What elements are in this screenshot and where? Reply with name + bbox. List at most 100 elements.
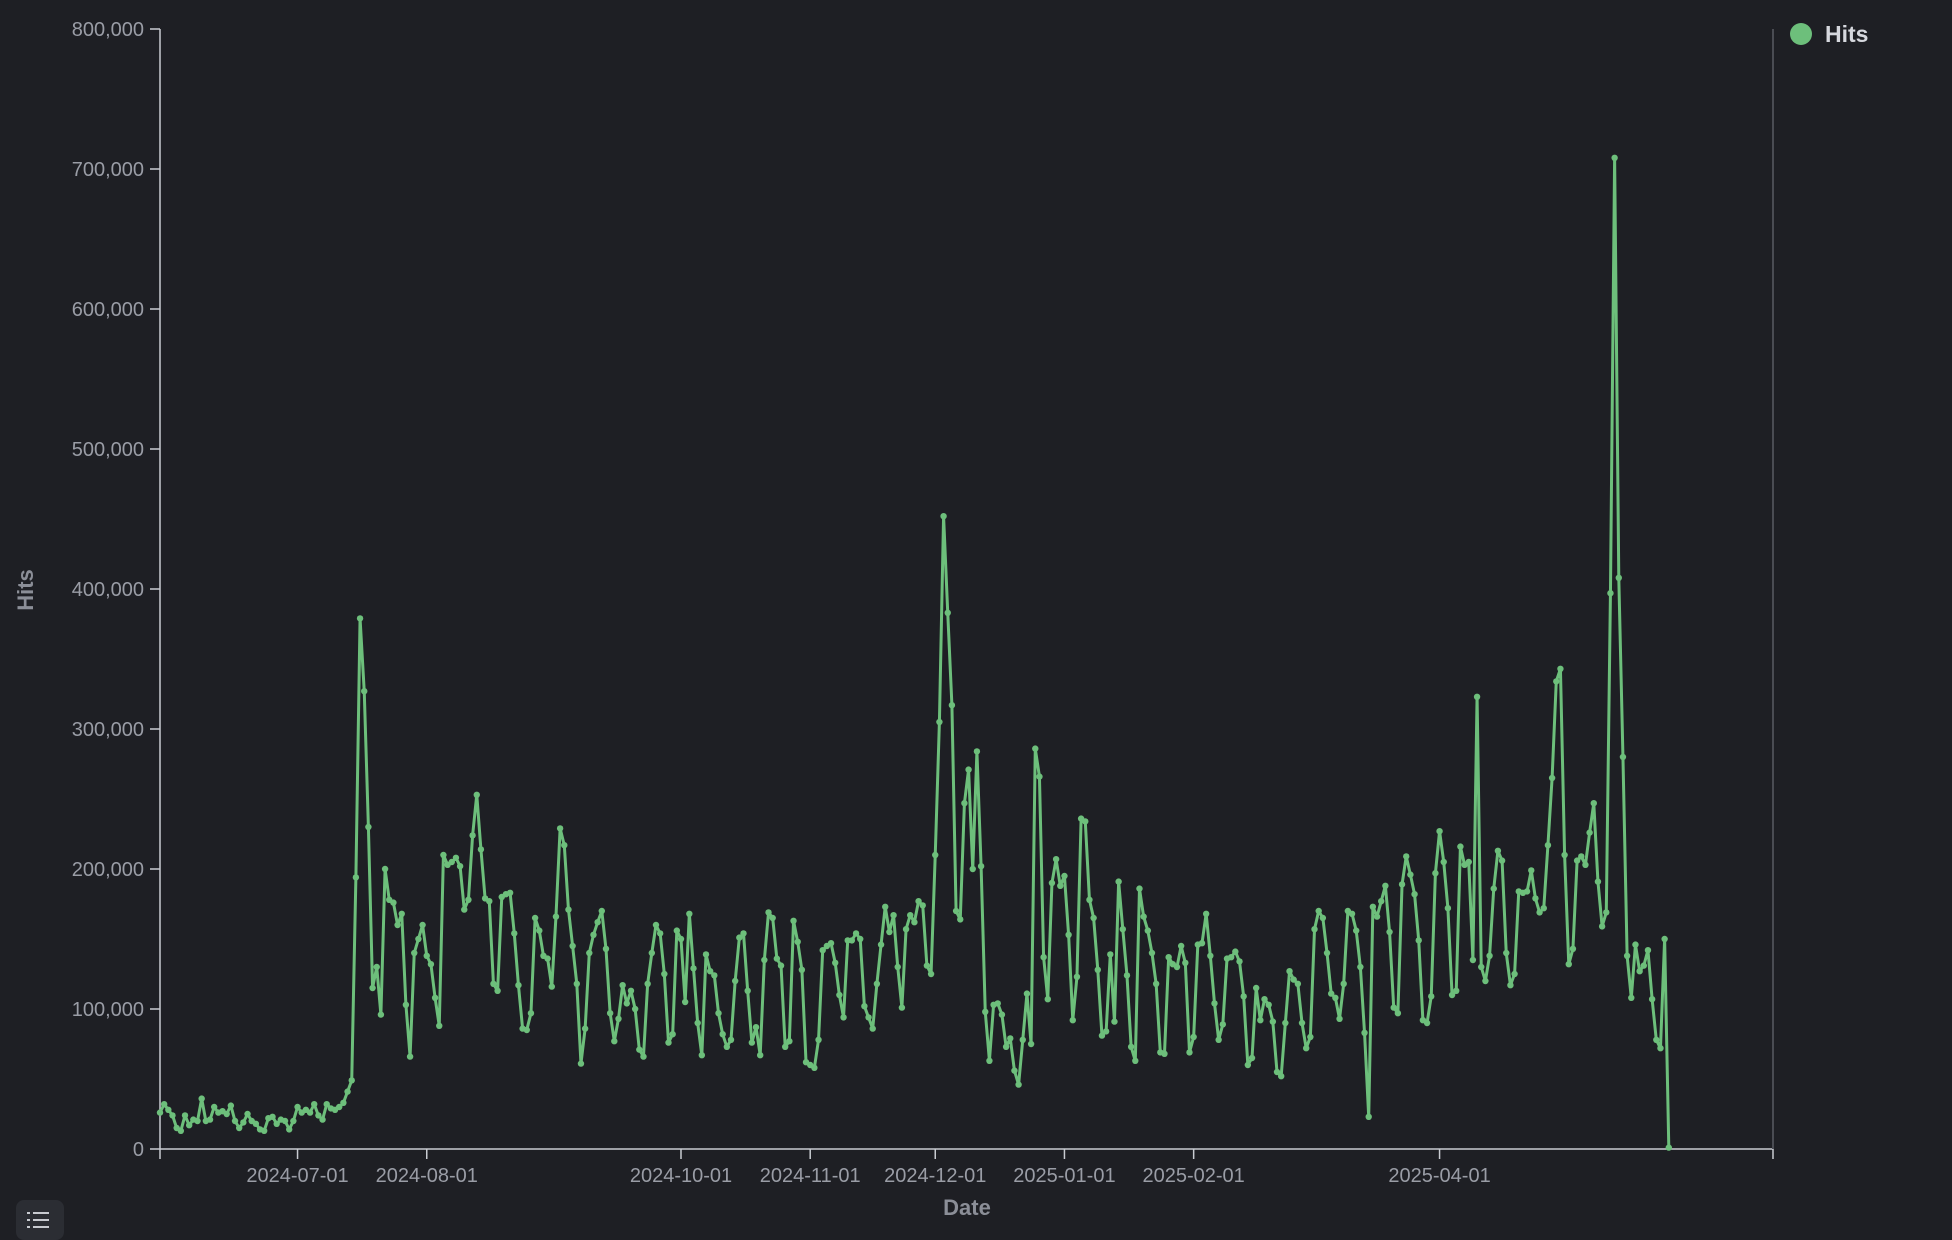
data-point[interactable]: [536, 927, 543, 934]
data-point[interactable]: [1265, 1001, 1272, 1008]
data-point[interactable]: [661, 970, 668, 978]
data-point[interactable]: [1494, 847, 1502, 854]
data-point[interactable]: [765, 909, 772, 916]
data-point[interactable]: [1398, 881, 1406, 888]
data-point[interactable]: [836, 991, 843, 999]
data-point[interactable]: [1423, 1019, 1431, 1027]
data-point[interactable]: [1177, 942, 1185, 950]
data-point[interactable]: [1236, 958, 1243, 965]
data-point[interactable]: [752, 1023, 760, 1031]
data-point[interactable]: [777, 962, 785, 969]
data-point[interactable]: [465, 896, 472, 903]
data-point[interactable]: [181, 1112, 189, 1119]
data-point[interactable]: [1415, 937, 1422, 944]
data-point[interactable]: [561, 842, 568, 849]
data-point[interactable]: [1619, 753, 1627, 761]
data-point[interactable]: [1148, 949, 1156, 957]
data-point[interactable]: [690, 965, 697, 972]
data-point[interactable]: [273, 1120, 280, 1128]
data-point[interactable]: [1269, 1018, 1277, 1025]
data-point[interactable]: [1094, 966, 1101, 973]
data-point[interactable]: [1007, 1035, 1014, 1042]
data-point[interactable]: [1594, 878, 1602, 885]
data-point[interactable]: [1582, 861, 1589, 868]
data-point[interactable]: [611, 1038, 618, 1045]
data-point[interactable]: [1119, 926, 1127, 933]
data-point[interactable]: [1565, 961, 1572, 968]
data-point[interactable]: [573, 980, 580, 987]
data-point[interactable]: [723, 1043, 731, 1051]
data-point[interactable]: [1082, 818, 1089, 825]
data-point[interactable]: [1252, 984, 1260, 992]
data-point[interactable]: [686, 910, 693, 917]
data-point[interactable]: [936, 718, 943, 726]
data-point[interactable]: [1536, 909, 1543, 916]
data-point[interactable]: [977, 863, 985, 870]
data-point[interactable]: [1277, 1073, 1285, 1080]
data-point[interactable]: [344, 1088, 351, 1095]
data-point[interactable]: [506, 889, 514, 896]
data-point[interactable]: [356, 615, 364, 622]
data-point[interactable]: [581, 1025, 589, 1032]
data-point[interactable]: [552, 913, 560, 920]
data-point[interactable]: [594, 919, 601, 926]
data-point[interactable]: [952, 907, 960, 915]
data-point[interactable]: [1507, 982, 1514, 989]
data-point[interactable]: [1294, 980, 1302, 987]
data-point[interactable]: [290, 1117, 297, 1125]
data-point[interactable]: [869, 1025, 876, 1032]
data-point[interactable]: [531, 914, 539, 922]
data-point[interactable]: [1182, 959, 1189, 966]
data-point[interactable]: [1578, 853, 1585, 860]
data-point[interactable]: [1290, 976, 1297, 983]
data-point[interactable]: [427, 961, 435, 968]
data-point[interactable]: [1390, 1004, 1397, 1011]
data-point[interactable]: [569, 942, 576, 950]
data-point[interactable]: [894, 963, 901, 971]
data-point[interactable]: [648, 949, 656, 957]
data-point[interactable]: [1365, 1113, 1372, 1121]
data-point[interactable]: [1048, 879, 1056, 887]
data-point[interactable]: [369, 984, 376, 992]
data-point[interactable]: [1244, 1061, 1252, 1069]
data-point[interactable]: [490, 980, 497, 987]
data-point[interactable]: [415, 935, 422, 943]
data-point[interactable]: [156, 1109, 164, 1116]
data-point[interactable]: [1348, 910, 1356, 917]
data-point[interactable]: [590, 931, 597, 938]
data-point[interactable]: [1052, 856, 1060, 863]
data-point[interactable]: [877, 941, 885, 948]
data-point[interactable]: [798, 966, 806, 973]
data-point[interactable]: [832, 959, 839, 966]
data-point[interactable]: [886, 928, 893, 936]
data-point[interactable]: [1136, 885, 1143, 892]
data-point[interactable]: [669, 1031, 676, 1038]
data-point[interactable]: [756, 1052, 764, 1059]
data-point[interactable]: [1469, 956, 1477, 964]
data-point[interactable]: [1336, 1015, 1343, 1022]
data-point[interactable]: [719, 1031, 726, 1038]
data-point[interactable]: [577, 1060, 585, 1067]
data-point[interactable]: [1611, 154, 1618, 161]
data-point[interactable]: [452, 854, 460, 861]
data-point[interactable]: [1598, 923, 1606, 930]
data-point[interactable]: [961, 800, 968, 807]
data-point[interactable]: [1198, 940, 1206, 947]
data-point[interactable]: [998, 1011, 1006, 1018]
data-point[interactable]: [1503, 949, 1510, 957]
data-point[interactable]: [436, 1022, 443, 1029]
data-point[interactable]: [440, 851, 447, 859]
data-point[interactable]: [227, 1102, 235, 1109]
data-point[interactable]: [1607, 590, 1614, 597]
data-point[interactable]: [965, 766, 972, 773]
data-point[interactable]: [352, 874, 360, 881]
data-point[interactable]: [1573, 857, 1581, 864]
data-point[interactable]: [1369, 903, 1377, 910]
data-point[interactable]: [1140, 913, 1147, 920]
data-point[interactable]: [957, 916, 964, 923]
data-point[interactable]: [794, 938, 801, 945]
data-point[interactable]: [169, 1112, 176, 1119]
data-point[interactable]: [419, 921, 426, 929]
data-point[interactable]: [406, 1053, 414, 1060]
data-point[interactable]: [1411, 891, 1418, 898]
